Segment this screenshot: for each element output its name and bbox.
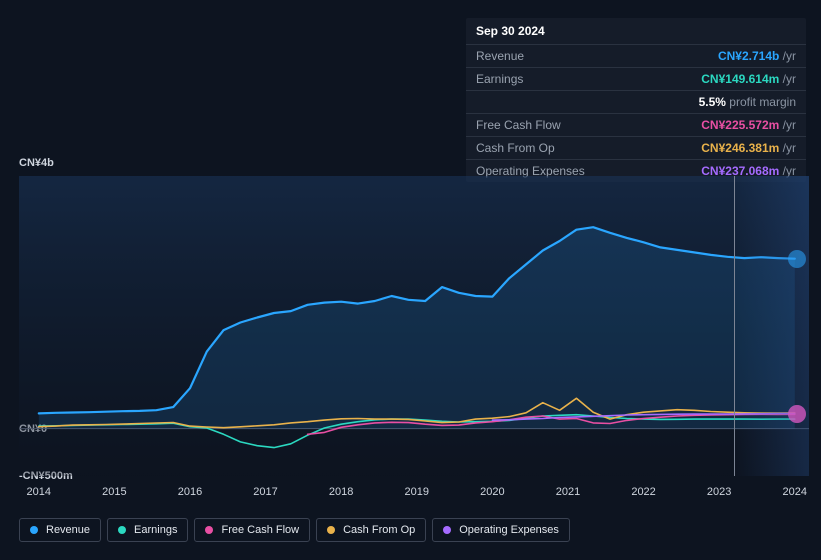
tooltip-row-label: Revenue: [476, 49, 524, 63]
legend-label: Operating Expenses: [459, 524, 559, 536]
legend-label: Earnings: [134, 524, 177, 536]
legend-label: Cash From Op: [343, 524, 415, 536]
legend-label: Free Cash Flow: [221, 524, 299, 536]
x-tick: 2017: [253, 486, 277, 498]
tooltip-row: Cash From Op CN¥246.381m /yr: [466, 137, 806, 160]
tooltip-row: 5.5% profit margin: [466, 91, 806, 114]
tooltip-row-value: CN¥149.614m /yr: [701, 72, 796, 86]
tooltip-row: Free Cash Flow CN¥225.572m /yr: [466, 114, 806, 137]
x-tick: 2018: [329, 486, 353, 498]
cursor-line: [734, 176, 735, 476]
x-tick: 2016: [178, 486, 202, 498]
legend-item-free-cash-flow[interactable]: Free Cash Flow: [194, 518, 310, 542]
x-tick: 2015: [102, 486, 126, 498]
ylabel-top: CN¥4b: [19, 157, 54, 169]
x-tick: 2020: [480, 486, 504, 498]
legend-item-operating-expenses[interactable]: Operating Expenses: [432, 518, 570, 542]
x-axis: 2014 2015 2016 2017 2018 2019 2020 2021 2022 2023…: [19, 486, 809, 502]
x-tick: 2023: [707, 486, 731, 498]
plot-svg: [19, 176, 809, 476]
tooltip-row-label: Free Cash Flow: [476, 118, 561, 132]
tooltip-row-label: Earnings: [476, 72, 523, 86]
legend-label: Revenue: [46, 524, 90, 536]
tooltip-row-value: CN¥2.714b /yr: [718, 49, 796, 63]
plot[interactable]: [19, 176, 809, 476]
metrics-tooltip: Sep 30 2024 Revenue CN¥2.714b /yr Earnings…: [466, 18, 806, 182]
legend: Revenue Earnings Free Cash Flow Cash From O…: [19, 518, 570, 542]
legend-swatch: [327, 526, 335, 534]
tooltip-row-value: CN¥246.381m /yr: [701, 141, 796, 155]
highlight-band: [734, 176, 809, 476]
legend-swatch: [443, 526, 451, 534]
tooltip-row: Revenue CN¥2.714b /yr: [466, 45, 806, 68]
endpoint-halo: [788, 250, 806, 268]
tooltip-row-value: 5.5% profit margin: [699, 95, 796, 109]
x-tick: 2021: [556, 486, 580, 498]
legend-item-cash-from-op[interactable]: Cash From Op: [316, 518, 426, 542]
endpoint-halo: [788, 405, 806, 423]
legend-item-revenue[interactable]: Revenue: [19, 518, 101, 542]
x-tick: 2014: [27, 486, 51, 498]
legend-swatch: [30, 526, 38, 534]
x-tick: 2024: [783, 486, 807, 498]
x-tick: 2022: [631, 486, 655, 498]
legend-item-earnings[interactable]: Earnings: [107, 518, 188, 542]
tooltip-row-value: CN¥225.572m /yr: [701, 118, 796, 132]
legend-swatch: [118, 526, 126, 534]
chart-area: CN¥4b CN¥0 -CN¥500m 20142015201620172018…: [19, 160, 809, 505]
x-tick: 2019: [405, 486, 429, 498]
tooltip-date: Sep 30 2024: [466, 18, 806, 45]
tooltip-row: Earnings CN¥149.614m /yr: [466, 68, 806, 91]
legend-swatch: [205, 526, 213, 534]
tooltip-row-label: Cash From Op: [476, 141, 555, 155]
